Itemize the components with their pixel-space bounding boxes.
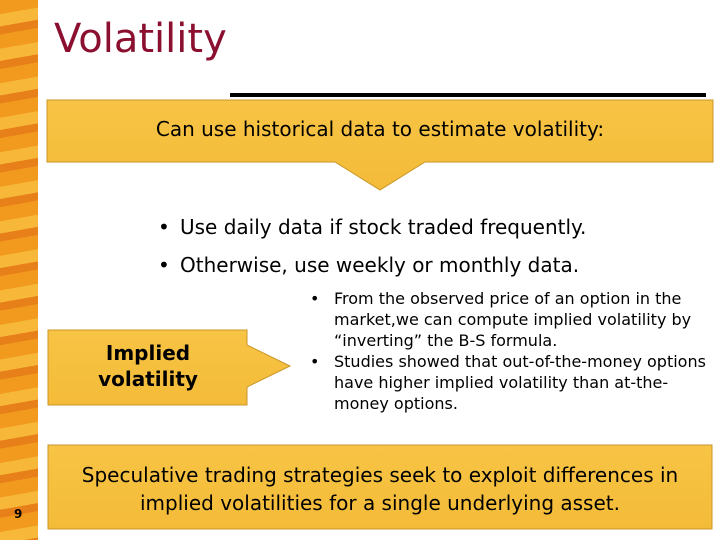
page-number: 9 (14, 507, 23, 521)
implied-label: Implied volatility (48, 340, 248, 392)
label-line: volatility (98, 367, 198, 391)
bullet: Otherwise, use weekly or monthly data. (156, 246, 586, 284)
bullet-list: Use daily data if stock traded frequentl… (156, 208, 586, 284)
implied-box (47, 329, 292, 406)
label-line: Implied (105, 341, 191, 365)
bullet: Use daily data if stock traded frequentl… (156, 208, 586, 246)
callout-box (46, 99, 714, 191)
title: Volatility (54, 16, 227, 62)
bullet: Studies showed that out-of-the-money opt… (308, 351, 708, 414)
title-rule (230, 93, 706, 97)
callout-text: Can use historical data to estimate vola… (155, 117, 605, 141)
bullet: From the observed price of an option in … (308, 288, 708, 351)
implied-bullet-list: From the observed price of an option in … (308, 288, 708, 414)
conclusion-text: Speculative trading strategies seek to e… (81, 463, 679, 515)
side-strip (0, 0, 38, 540)
conclusion-box (47, 444, 713, 530)
